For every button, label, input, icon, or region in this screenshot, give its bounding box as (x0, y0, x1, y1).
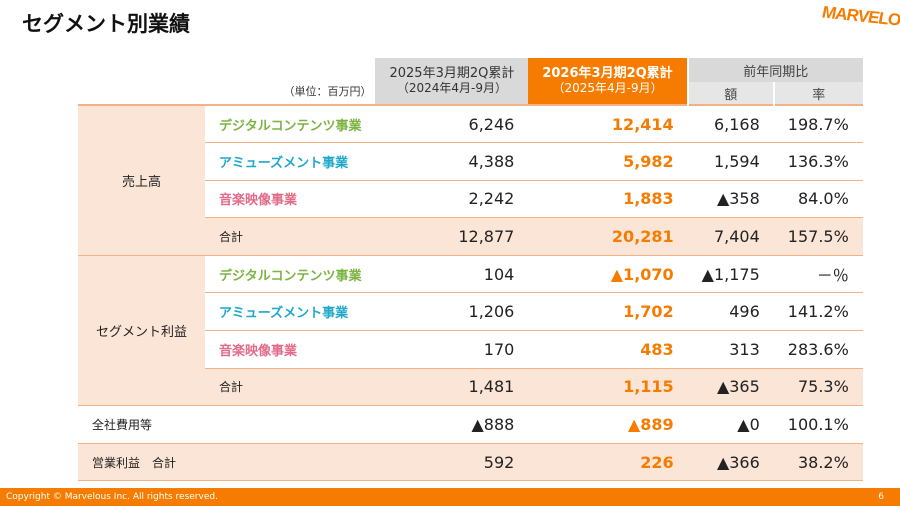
table-row: 合計 12,877 20,281 7,404 157.5% (78, 217, 863, 256)
prev-value: 6,246 (375, 105, 529, 144)
segment-results-table: （単位：百万円） 2025年3月期2Q累計 （2024年4月-9月） 2026年3… (78, 58, 863, 482)
current-value: 1,115 (528, 368, 688, 407)
yoy-amount: 7,404 (687, 217, 774, 256)
footer-bar: Copyright © Marvelous Inc. All rights re… (0, 488, 900, 506)
current-value: 5,982 (528, 142, 688, 181)
segment-name: 合計 (205, 368, 376, 407)
table-row: アミューズメント事業 4,388 5,982 1,594 136.3% (78, 142, 863, 181)
segment-name: デジタルコンテンツ事業 (205, 255, 376, 294)
yoy-rate: 136.3% (773, 142, 863, 181)
table-row-corporate-expenses: 全社費用等 ▲888 ▲889 ▲0 100.1% (78, 405, 863, 444)
yoy-amount: 1,594 (687, 142, 774, 181)
header-current-period: 2026年3月期2Q累計 （2025年4月-9月） (528, 58, 688, 105)
page-title: セグメント別業績 (22, 12, 190, 36)
prev-value: 170 (375, 330, 529, 369)
table-row-operating-profit: 営業利益 合計 592 226 ▲366 38.2% (78, 443, 863, 482)
yoy-rate: 157.5% (773, 217, 863, 256)
table-row: アミューズメント事業 1,206 1,702 496 141.2% (78, 292, 863, 332)
segment-name: 合計 (205, 217, 376, 256)
prev-value: 104 (375, 255, 529, 294)
current-value: 1,702 (528, 292, 688, 332)
yoy-amount: ▲1,175 (687, 255, 774, 294)
yoy-amount: ▲358 (687, 180, 774, 219)
copyright: Copyright © Marvelous Inc. All rights re… (6, 492, 218, 502)
header-prev-period: 2025年3月期2Q累計 （2024年4月-9月） (375, 58, 529, 105)
yoy-rate: 198.7% (773, 105, 863, 144)
prev-value: 12,877 (375, 217, 529, 256)
current-value: 483 (528, 330, 688, 369)
current-value: 1,883 (528, 180, 688, 219)
table-row: 音楽映像事業 2,242 1,883 ▲358 84.0% (78, 180, 863, 219)
prev-value: 1,481 (375, 368, 529, 407)
yoy-amount: 6,168 (687, 105, 774, 144)
header-amount: 額 (686, 82, 774, 105)
header-yoy: 前年同期比 (686, 58, 863, 82)
page-number: 6 (878, 492, 884, 502)
segment-name: 音楽映像事業 (205, 180, 376, 219)
header-rate: 率 (772, 82, 863, 105)
yoy-rate: 75.3% (773, 368, 863, 407)
prev-value: 4,388 (375, 142, 529, 181)
current-value: 20,281 (528, 217, 688, 256)
current-value: 12,414 (528, 105, 688, 144)
yoy-amount: 496 (687, 292, 774, 332)
segment-name: アミューズメント事業 (205, 292, 376, 332)
segment-name: 音楽映像事業 (205, 330, 376, 369)
table-row: 音楽映像事業 170 483 313 283.6% (78, 330, 863, 369)
table-row: 合計 1,481 1,115 ▲365 75.3% (78, 368, 863, 407)
prev-value: 2,242 (375, 180, 529, 219)
yoy-rate: 283.6% (773, 330, 863, 369)
segment-name: デジタルコンテンツ事業 (205, 105, 376, 144)
yoy-rate: －％ (773, 255, 863, 294)
group-label: セグメント利益 (78, 255, 205, 407)
marvelous-logo: MARVELOUS! (822, 2, 900, 33)
unit-label: （単位：百万円） (283, 85, 372, 98)
table-row: セグメント利益 デジタルコンテンツ事業 104 ▲1,070 ▲1,175 －％ (78, 255, 863, 407)
yoy-amount: 313 (687, 330, 774, 369)
current-value: ▲1,070 (528, 255, 688, 294)
yoy-rate: 84.0% (773, 180, 863, 219)
group-label: 売上高 (78, 105, 205, 256)
yoy-amount: ▲365 (687, 368, 774, 407)
prev-value: 1,206 (375, 292, 529, 332)
table-row: 売上高 デジタルコンテンツ事業 6,246 12,414 6,168 198.7% (78, 105, 863, 256)
segment-name: アミューズメント事業 (205, 142, 376, 181)
yoy-rate: 141.2% (773, 292, 863, 332)
